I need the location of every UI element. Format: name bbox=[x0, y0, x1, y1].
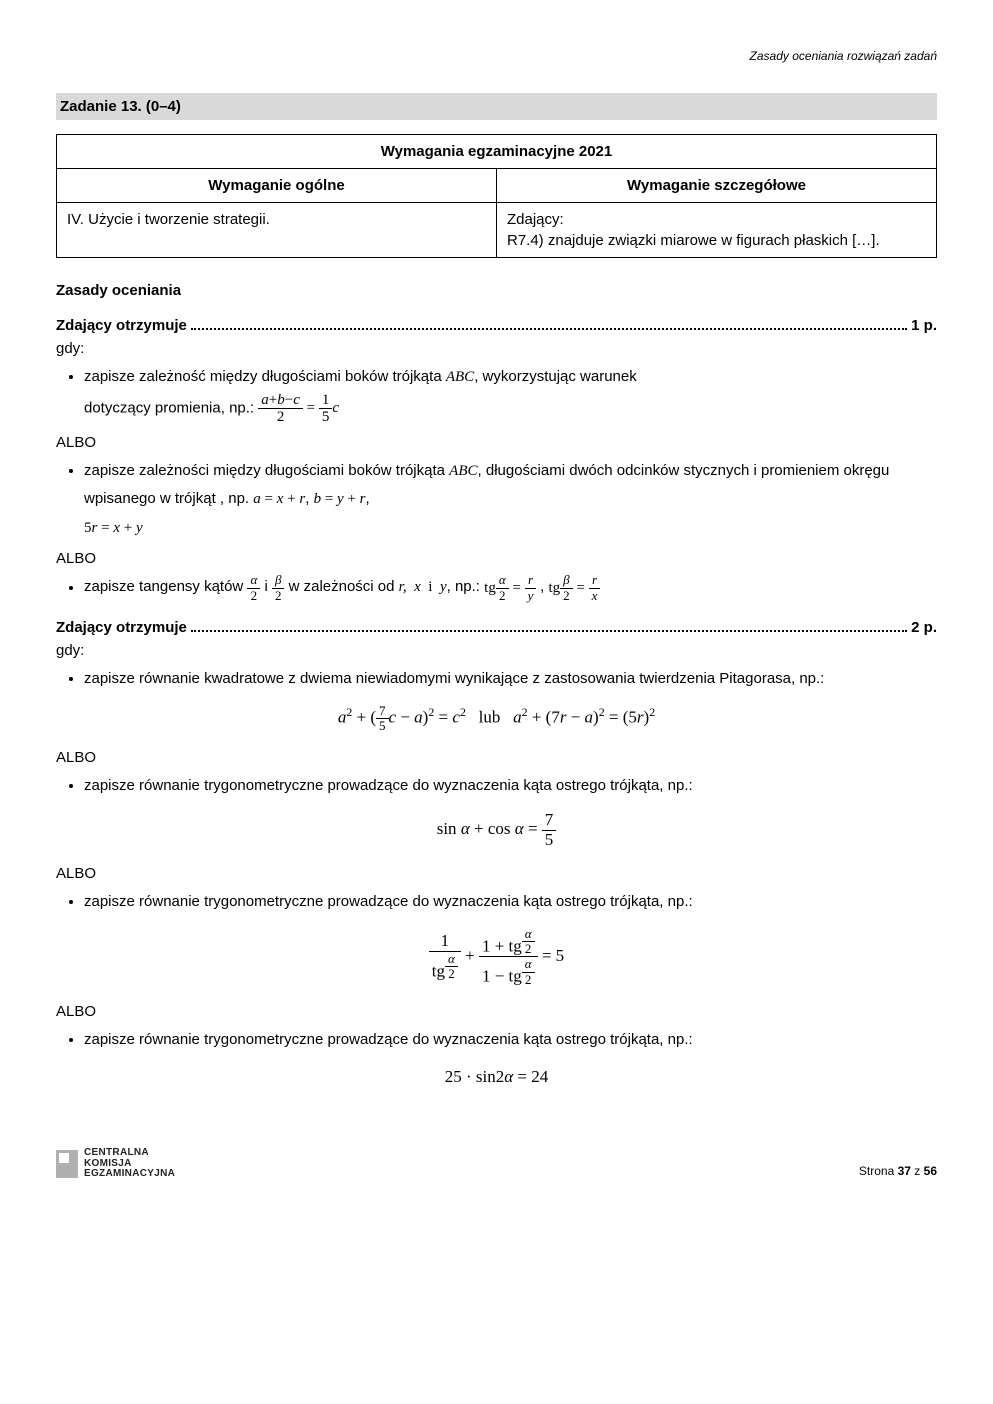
page-total: 56 bbox=[924, 1164, 937, 1178]
page-current: 37 bbox=[898, 1164, 911, 1178]
logo-text: CENTRALNA KOMISJA EGZAMINACYJNA bbox=[84, 1148, 175, 1180]
points-label: Zdający otrzymuje bbox=[56, 315, 187, 336]
math-eq: a = x + r bbox=[253, 491, 305, 507]
text: z bbox=[911, 1164, 924, 1178]
math-eq: 5r = x + y bbox=[84, 520, 143, 536]
math-display: a2 + (75c − a)2 = c2 lub a2 + (7r − a)2 … bbox=[56, 704, 937, 734]
cke-logo: CENTRALNA KOMISJA EGZAMINACYJNA bbox=[56, 1148, 175, 1180]
bullet-1p-1: zapisze zależność między długościami bok… bbox=[84, 363, 937, 426]
req-caption: Wymagania egzaminacyjne 2021 bbox=[57, 134, 937, 168]
gdy-label: gdy: bbox=[56, 640, 937, 661]
math-display: 1tgα2 + 1 + tgα2 1 − tgα2 = 5 bbox=[56, 927, 937, 987]
math-eq: tgβ2 = rx bbox=[549, 580, 601, 596]
albo-label: ALBO bbox=[56, 747, 937, 768]
text: , wykorzystując warunek bbox=[474, 368, 637, 385]
text: zapisze tangensy kątów bbox=[84, 579, 247, 596]
text: zapisze zależność między długościami bok… bbox=[84, 368, 446, 385]
math-frac: β2 bbox=[272, 580, 285, 596]
math-frac: α2 bbox=[247, 580, 260, 596]
req-col1-body: IV. Użycie i tworzenie strategii. bbox=[57, 202, 497, 257]
text: w zależności od bbox=[289, 579, 399, 596]
math-display: sin α + cos α = 75 bbox=[56, 811, 937, 849]
req-col2-body: Zdający: R7.4) znajduje związki miarowe … bbox=[497, 202, 937, 257]
text: dotyczący promienia, np.: bbox=[84, 399, 258, 416]
logo-line: EGZAMINACYJNA bbox=[84, 1168, 175, 1179]
points-line-1: Zdający otrzymuje 1 p. bbox=[56, 315, 937, 337]
bullet-2p-3: zapisze równanie trygonometryczne prowad… bbox=[84, 888, 937, 917]
math-display: 25 · sin2α = 24 bbox=[56, 1065, 937, 1089]
math-eq: b = y + r bbox=[314, 491, 366, 507]
bullet-1p-3: zapisze tangensy kątów α2 i β2 w zależno… bbox=[84, 573, 937, 603]
req-col2-head: Wymaganie szczegółowe bbox=[497, 168, 937, 202]
bullet-2p-1: zapisze równanie kwadratowe z dwiema nie… bbox=[84, 665, 937, 694]
albo-label: ALBO bbox=[56, 432, 937, 453]
math-abc: ABC bbox=[449, 463, 477, 479]
albo-label: ALBO bbox=[56, 548, 937, 569]
text: , bbox=[540, 579, 548, 596]
math-vars: r, x i y bbox=[399, 580, 447, 596]
req-col1-head: Wymaganie ogólne bbox=[57, 168, 497, 202]
task-title: Zadanie 13. (0–4) bbox=[56, 93, 937, 120]
points-value: 1 p. bbox=[911, 315, 937, 336]
text: i bbox=[264, 579, 272, 596]
albo-label: ALBO bbox=[56, 863, 937, 884]
text: Strona bbox=[859, 1164, 898, 1178]
albo-label: ALBO bbox=[56, 1001, 937, 1022]
dots-filler bbox=[191, 315, 907, 331]
points-label: Zdający otrzymuje bbox=[56, 617, 187, 638]
doc-header: Zasady oceniania rozwiązań zadań bbox=[56, 48, 937, 65]
requirements-table: Wymagania egzaminacyjne 2021 Wymaganie o… bbox=[56, 134, 937, 258]
page-footer: CENTRALNA KOMISJA EGZAMINACYJNA Strona 3… bbox=[56, 1148, 937, 1180]
logo-icon bbox=[56, 1150, 78, 1178]
page-number: Strona 37 z 56 bbox=[859, 1163, 937, 1180]
bullet-2p-2: zapisze równanie trygonometryczne prowad… bbox=[84, 772, 937, 801]
math-eq: a+b−c2 = 15c bbox=[258, 400, 339, 416]
gdy-label: gdy: bbox=[56, 338, 937, 359]
logo-line: KOMISJA bbox=[84, 1158, 132, 1169]
bullet-2p-4: zapisze równanie trygonometryczne prowad… bbox=[84, 1026, 937, 1055]
grading-heading: Zasady oceniania bbox=[56, 280, 937, 301]
logo-line: CENTRALNA bbox=[84, 1147, 149, 1158]
math-eq: tgα2 = ry bbox=[484, 580, 540, 596]
text: zapisze zależności między długościami bo… bbox=[84, 462, 449, 479]
points-value: 2 p. bbox=[911, 617, 937, 638]
text: , np.: bbox=[447, 579, 485, 596]
math-abc: ABC bbox=[446, 369, 474, 385]
points-line-2: Zdający otrzymuje 2 p. bbox=[56, 617, 937, 639]
dots-filler bbox=[191, 617, 907, 633]
bullet-1p-2: zapisze zależności między długościami bo… bbox=[84, 457, 937, 543]
